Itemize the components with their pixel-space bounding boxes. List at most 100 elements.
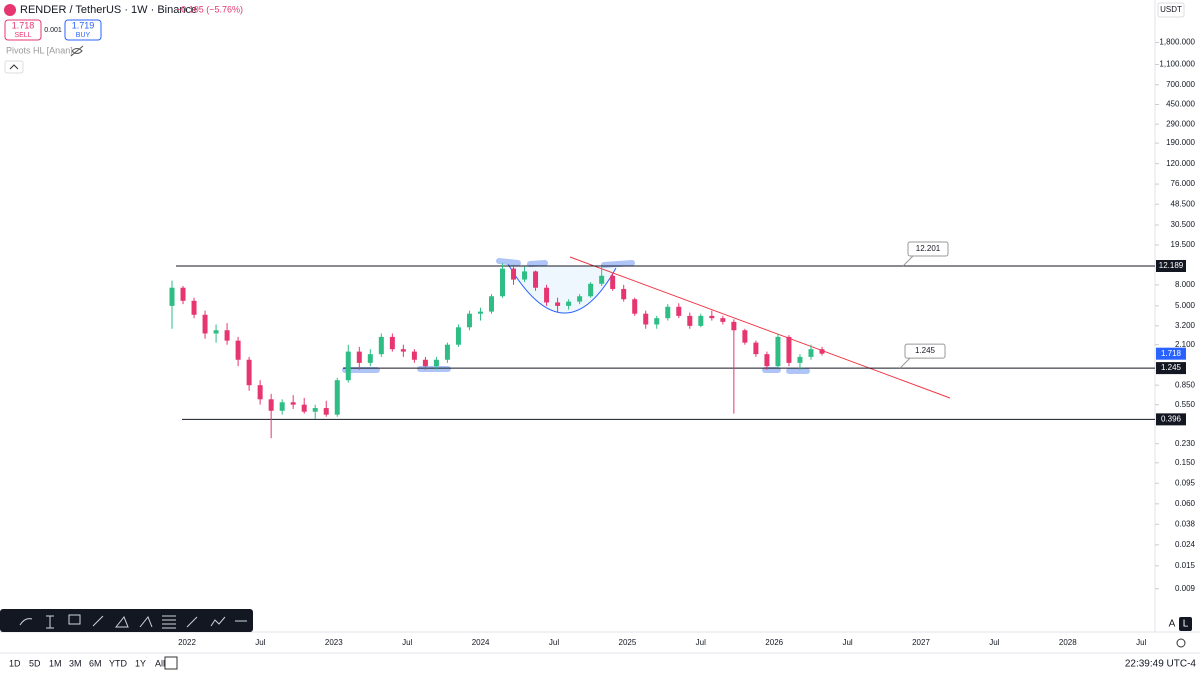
y-tick-label: 0.009	[1175, 584, 1196, 593]
candle-body	[279, 402, 285, 411]
callout-label: 1.245	[915, 346, 936, 355]
candle-body	[367, 354, 373, 363]
range-button[interactable]: 3M	[69, 658, 82, 668]
collapse-icon	[9, 64, 19, 70]
candle-body	[643, 313, 649, 325]
candle-body	[698, 315, 704, 326]
y-tick-label: 290.000	[1166, 119, 1195, 128]
candle-body	[235, 340, 241, 360]
candle-body	[511, 268, 517, 280]
collapse-button[interactable]	[4, 60, 24, 74]
y-tick-label: 76.000	[1171, 179, 1196, 188]
bottom-bar	[0, 653, 1200, 675]
y-tick-label: 1,800.000	[1159, 38, 1195, 47]
candle-body	[731, 321, 737, 331]
y-tick-label: 0.015	[1175, 561, 1196, 570]
x-tick-label: 2025	[619, 638, 637, 647]
candle-body	[599, 275, 605, 284]
candle-body	[522, 271, 528, 280]
candle-body	[544, 287, 550, 303]
range-button[interactable]: 1D	[9, 658, 21, 668]
callout-pointer	[899, 357, 911, 369]
candle-body	[301, 404, 307, 412]
candle-body	[224, 330, 230, 341]
range-button[interactable]: YTD	[109, 658, 128, 668]
log-toggle-bg[interactable]	[1179, 617, 1192, 631]
range-button[interactable]: All	[155, 658, 165, 668]
buy-button[interactable]	[64, 19, 102, 41]
x-tick-label: 2023	[325, 638, 343, 647]
sell-label: SELL	[14, 32, 31, 39]
candle-body	[654, 318, 660, 325]
x-tick-label: Jul	[989, 638, 999, 647]
candle-body	[665, 306, 671, 319]
candle-body	[202, 314, 208, 334]
calendar-icon[interactable]	[164, 656, 178, 670]
range-button[interactable]: 1M	[49, 658, 62, 668]
candle-body	[577, 296, 583, 302]
candle-body	[180, 287, 186, 301]
pivot-highlights	[342, 258, 810, 374]
clock: 22:39:49 UTC-4	[1125, 659, 1197, 670]
trendline	[569, 256, 951, 399]
candle-body	[213, 330, 219, 334]
candle-body	[268, 399, 274, 411]
y-tick-label: 0.060	[1175, 499, 1196, 508]
candle-body	[819, 349, 825, 354]
candle-body	[378, 336, 384, 355]
candle-body	[290, 402, 296, 405]
candle-body	[621, 288, 627, 300]
spread: 0.001	[44, 27, 62, 34]
callout-label: 12.201	[916, 244, 941, 253]
x-tick-label: Jul	[255, 638, 265, 647]
callout-box	[904, 343, 946, 359]
candle-body	[312, 408, 318, 412]
x-tick-label: 2026	[765, 638, 783, 647]
y-tick-label: 5.000	[1175, 301, 1196, 310]
drawing-toolbar	[0, 609, 253, 632]
symbol: RENDER / TetherUS · 1W · Binance	[20, 4, 197, 16]
x-tick-label: Jul	[402, 638, 412, 647]
y-tick-label: 0.230	[1175, 439, 1196, 448]
currency-box[interactable]	[1157, 2, 1185, 18]
x-tick-label: Jul	[549, 638, 559, 647]
y-tick-label: 3.200	[1175, 321, 1196, 330]
candle-body	[169, 287, 175, 306]
callout-box	[907, 241, 949, 257]
candle-body	[500, 268, 506, 297]
candle-body	[488, 296, 494, 312]
eye-icon[interactable]	[70, 45, 84, 57]
sell-button[interactable]	[4, 19, 42, 41]
x-tick-label: 2027	[912, 638, 930, 647]
candle-body	[720, 318, 726, 322]
range-button[interactable]: 1Y	[135, 658, 146, 668]
symbol-icon	[4, 4, 16, 16]
y-tick-label: 450.000	[1166, 100, 1195, 109]
y-tick-label: 190.000	[1166, 138, 1195, 147]
candle-body	[676, 306, 682, 316]
candle-body	[566, 301, 572, 306]
range-button[interactable]: 5D	[29, 658, 41, 668]
callout-pointer	[902, 255, 914, 267]
toolbar-icons[interactable]	[19, 614, 247, 629]
level-badge	[1156, 362, 1186, 375]
x-tick-label: 2022	[178, 638, 196, 647]
y-tick-label: 0.024	[1175, 540, 1196, 549]
settings-icon[interactable]	[1176, 638, 1186, 648]
candle-body	[764, 354, 770, 367]
y-tick-label: 0.095	[1175, 478, 1196, 487]
log-scale[interactable]: L	[1183, 619, 1189, 630]
candle-body	[610, 275, 616, 289]
y-tick-label: 19.500	[1171, 240, 1196, 249]
candle-body	[477, 311, 483, 314]
candle-body	[422, 359, 428, 367]
candle-body	[400, 349, 406, 352]
auto-scale[interactable]: A	[1169, 619, 1176, 630]
candle-body	[191, 300, 197, 315]
range-button[interactable]: 6M	[89, 658, 102, 668]
candle-body	[356, 351, 362, 363]
indicator: Pivots HL [Anan]	[6, 45, 73, 55]
candle-body	[455, 327, 461, 345]
candle-body	[555, 302, 561, 306]
candle-body	[433, 359, 439, 367]
